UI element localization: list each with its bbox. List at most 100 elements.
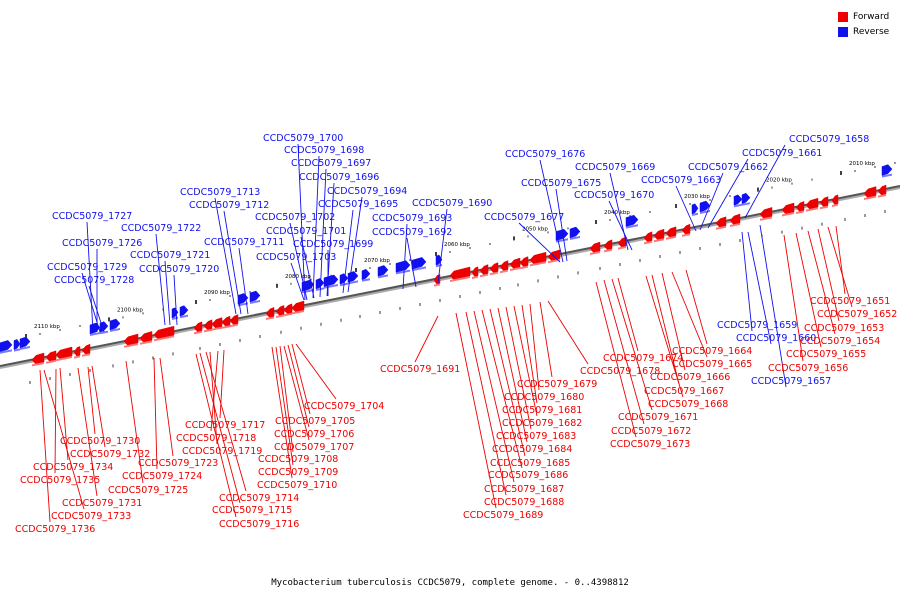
forward-gene-label-leader xyxy=(651,274,680,385)
reverse-gene-arrow xyxy=(109,318,121,331)
forward-gene-label: CCDC5079_1710 xyxy=(257,480,337,491)
reverse-gene-label: CCDC5079_1727 xyxy=(52,211,132,222)
forward-gene-label-leader xyxy=(43,369,85,510)
reverse-gene-label: CCDC5079_1701 xyxy=(266,226,346,237)
reverse-gene-label-leader xyxy=(406,237,417,288)
reverse-gene-label-leader xyxy=(297,143,306,301)
forward-gene-arrow xyxy=(489,262,499,274)
forward-gene-arrow-shadow xyxy=(32,362,44,367)
forward-gene-label: CCDC5079_1723 xyxy=(138,458,218,469)
forward-gene-arrow-shadow xyxy=(832,203,838,207)
forward-gene-label: CCDC5079_1707 xyxy=(274,442,354,453)
forward-gene-arrow-shadow xyxy=(276,314,284,318)
forward-gene-arrow-shadow xyxy=(222,325,230,329)
forward-gene-label: CCDC5079_1705 xyxy=(275,416,355,427)
forward-gene-arrow-shadow xyxy=(490,271,498,276)
forward-gene-arrow-shadow xyxy=(666,235,676,240)
forward-gene-label: CCDC5079_1714 xyxy=(219,493,299,504)
forward-gene-arrow-shadow xyxy=(510,267,520,271)
reverse-gene-label-leader xyxy=(699,172,724,231)
forward-gene-arrow xyxy=(831,194,839,206)
forward-gene-label-leader xyxy=(153,357,158,470)
forward-gene-label-leader xyxy=(817,228,840,322)
forward-gene-label-leader xyxy=(481,309,523,469)
reverse-gene-label-leader xyxy=(319,168,327,298)
forward-gene-label: CCDC5079_1673 xyxy=(610,439,690,450)
reverse-swatch xyxy=(838,26,848,37)
forward-gene-label: CCDC5079_1685 xyxy=(490,458,570,469)
reverse-gene-label-leader xyxy=(155,233,166,326)
reverse-gene-arrow-shadow xyxy=(362,278,370,282)
reverse-gene-label-leader xyxy=(675,185,697,232)
forward-gene-label-leader xyxy=(125,360,144,484)
legend-reverse: Reverse xyxy=(838,24,889,39)
reverse-gene-label: CCDC5079_1676 xyxy=(505,149,585,160)
forward-gene-arrow xyxy=(795,201,805,213)
reverse-gene-arrow xyxy=(691,203,699,215)
forward-gene-arrow-shadow xyxy=(820,205,828,210)
forward-gene-label: CCDC5079_1717 xyxy=(185,420,265,431)
forward-gene-label-leader xyxy=(295,343,337,400)
reverse-gene-label: CCDC5079_1721 xyxy=(130,250,210,261)
reverse-gene-arrow xyxy=(881,164,893,176)
reverse-gene-arrow xyxy=(361,268,371,281)
forward-gene-label: CCDC5079_1683 xyxy=(496,431,576,442)
reverse-gene-arrow-shadow xyxy=(20,346,30,350)
forward-gene-label: CCDC5079_1664 xyxy=(672,346,752,357)
forward-gene-label-leader xyxy=(497,307,528,443)
reverse-gene-arrow-shadow xyxy=(742,202,750,206)
tick-label: 2030 kbp xyxy=(684,194,710,200)
reverse-gene-label-leader xyxy=(759,224,787,388)
forward-gene-label-leader xyxy=(783,234,804,362)
forward-gene-label: CCDC5079_1733 xyxy=(51,511,131,522)
forward-gene-label: CCDC5079_1678 xyxy=(580,366,660,377)
reverse-gene-arrow-shadow xyxy=(412,266,426,272)
reverse-gene-label-leader xyxy=(347,196,363,293)
tick-label: 2060 kbp xyxy=(444,242,470,248)
reverse-gene-label: CCDC5079_1662 xyxy=(688,162,768,173)
reverse-gene-label: CCDC5079_1702 xyxy=(255,212,335,223)
reverse-gene-label: CCDC5079_1713 xyxy=(180,187,260,198)
forward-gene-label-leader xyxy=(505,306,532,430)
forward-gene-label-leader xyxy=(611,278,653,411)
forward-gene-label: CCDC5079_1665 xyxy=(672,359,752,370)
forward-gene-arrow-shadow xyxy=(644,240,652,245)
reverse-gene-label-leader xyxy=(88,285,105,333)
reverse-gene-arrow xyxy=(19,336,31,349)
forward-gene-arrow-shadow xyxy=(590,251,600,255)
forward-gene-label-leader xyxy=(661,272,686,371)
reverse-gene-label: CCDC5079_1729 xyxy=(47,262,127,273)
legend: Forward Reverse xyxy=(838,9,889,39)
forward-gene-arrow xyxy=(499,260,509,272)
forward-gene-arrow-shadow xyxy=(140,340,152,345)
reverse-gene-label-leader xyxy=(238,247,249,315)
forward-gene-arrow xyxy=(81,343,91,356)
reverse-gene-arrow xyxy=(377,265,389,277)
reverse-gene-label-leader xyxy=(744,144,786,219)
forward-gene-arrow-shadow xyxy=(82,353,90,357)
reverse-gene-arrow-shadow xyxy=(90,332,100,336)
forward-gene-label: CCDC5079_1730 xyxy=(60,436,140,447)
forward-gene-label-leader xyxy=(671,271,708,358)
forward-gene-arrow xyxy=(681,223,691,236)
forward-gene-label-leader xyxy=(603,279,645,425)
reverse-gene-label: CCDC5079_1703 xyxy=(256,252,336,263)
forward-gene-label-leader xyxy=(54,368,57,474)
forward-gene-label-leader xyxy=(521,304,538,404)
reverse-gene-arrow-shadow xyxy=(882,173,892,178)
reverse-gene-label-leader xyxy=(609,172,629,251)
forward-gene-label: CCDC5079_1736 xyxy=(15,524,95,535)
forward-gene-label: CCDC5079_1691 xyxy=(380,364,460,375)
forward-gene-arrow-shadow xyxy=(618,246,626,250)
forward-gene-label-leader xyxy=(473,310,515,483)
forward-gene-label: CCDC5079_1682 xyxy=(502,418,582,429)
forward-gene-label: CCDC5079_1672 xyxy=(611,426,691,437)
forward-gene-arrow xyxy=(265,307,275,319)
forward-gene-label-leader xyxy=(685,269,708,345)
forward-gene-label-leader xyxy=(455,312,497,509)
reverse-gene-label-leader xyxy=(81,272,101,333)
reverse-gene-label: CCDC5079_1720 xyxy=(139,264,219,275)
tick-label: 2090 kbp xyxy=(204,290,230,296)
tick-label: 2070 kbp xyxy=(364,258,390,264)
forward-gene-label-leader xyxy=(271,346,293,479)
